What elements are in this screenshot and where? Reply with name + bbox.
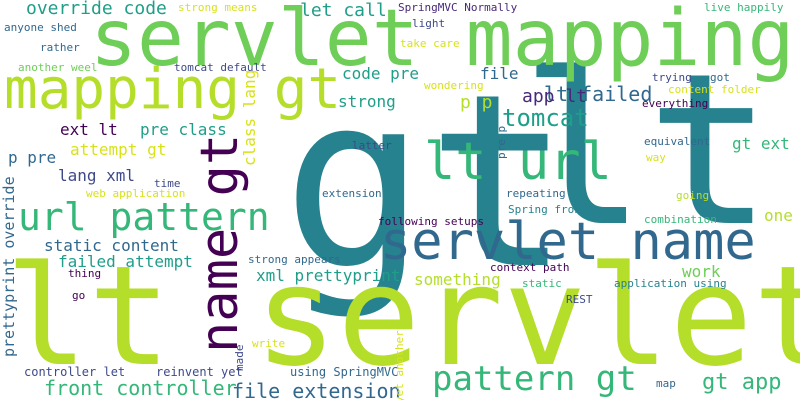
- cloud-word-gt-app: gt app: [702, 370, 782, 395]
- cloud-word-mapping-gt: mapping gt: [4, 57, 342, 122]
- cloud-word-web-application: web application: [86, 187, 186, 200]
- cloud-word-another-weel: another weel: [18, 61, 98, 74]
- cloud-word-app-lt: app lt: [522, 86, 588, 107]
- cloud-word-servlet-name: servlet name: [380, 212, 756, 272]
- cloud-word-reinvent-yet: reinvent yet: [156, 365, 243, 379]
- cloud-word-rather: rather: [40, 41, 80, 54]
- cloud-word-servlet-mapping: servlet mapping: [90, 0, 795, 84]
- cloud-word-file-extension: file extension: [232, 379, 401, 400]
- cloud-word-combination: combination: [644, 213, 717, 226]
- cloud-word-pattern-gt: pattern gt: [432, 359, 637, 399]
- cloud-word-gt-ext: gt ext: [732, 134, 790, 153]
- cloud-word-lang-xml: lang xml: [58, 166, 136, 185]
- cloud-word-yet-another: yet another: [393, 330, 406, 400]
- cloud-word-let-call: let call: [300, 0, 387, 21]
- cloud-word-failed-attempt: failed attempt: [58, 252, 193, 271]
- cloud-word-time: time: [154, 177, 181, 190]
- cloud-word-pre-p: pre p: [495, 125, 508, 159]
- cloud-word-controller-let: controller let: [24, 365, 126, 379]
- cloud-word-rest: REST: [566, 293, 593, 306]
- cloud-word-gt: gt: [282, 42, 571, 322]
- cloud-word-static: static: [522, 277, 562, 290]
- cloud-word-static-content: static content: [44, 236, 179, 255]
- cloud-word-override-code: override code: [26, 0, 167, 19]
- cloud-word-strong-appears: strong appears: [248, 253, 341, 266]
- cloud-word-using-springmvc: using SpringMVC: [290, 365, 399, 379]
- cloud-word-pre-class: pre class: [140, 120, 227, 139]
- cloud-word-tomcat: tomcat: [502, 104, 589, 132]
- cloud-word-extension: extension: [322, 187, 382, 200]
- cloud-word-something: something: [414, 270, 501, 289]
- cloud-word-work: work: [682, 262, 721, 281]
- cloud-word-code-pre: code pre: [342, 64, 420, 83]
- cloud-word-anyone-shed: anyone shed: [4, 21, 77, 34]
- cloud-word-strong-means: strong means: [178, 1, 258, 14]
- cloud-word-write: write: [252, 337, 286, 350]
- cloud-word-prettyprint-override: prettyprint override: [0, 176, 18, 357]
- cloud-word-lt-servlet: lt servlet: [5, 236, 800, 397]
- cloud-word-go: go: [72, 289, 86, 302]
- cloud-word-strong: strong: [338, 92, 396, 111]
- cloud-word-file: file: [480, 64, 519, 83]
- cloud-word-live-happily: live happily: [704, 1, 784, 14]
- cloud-word-wondering: wondering: [424, 79, 484, 92]
- cloud-word-tomcat-default: tomcat default: [174, 61, 267, 74]
- cloud-word-p-p: p p: [460, 92, 493, 113]
- cloud-word-ext-lt: ext lt: [60, 120, 118, 139]
- cloud-word-p-pre: p pre: [8, 148, 57, 167]
- cloud-word-context-path: context path: [490, 261, 570, 274]
- cloud-word-application-using: application using: [614, 277, 727, 290]
- cloud-word-repeating: repeating: [506, 187, 566, 200]
- cloud-word-trying: trying: [652, 71, 692, 84]
- cloud-word-everything: everything: [642, 97, 709, 110]
- cloud-word-thing: thing: [68, 267, 102, 280]
- cloud-word-lt-failed: lt failed: [544, 82, 653, 106]
- cloud-word-lt-url: lt url: [424, 132, 612, 192]
- cloud-word-got: got: [710, 71, 730, 84]
- cloud-word-class-lang: class lang: [240, 69, 259, 166]
- cloud-word-attempt-gt: attempt gt: [70, 140, 167, 159]
- cloud-word-content-folder: content folder: [668, 83, 761, 96]
- cloud-word-going: going: [676, 189, 710, 202]
- cloud-word-way: way: [646, 151, 666, 164]
- cloud-word-spring-front: Spring front: [508, 203, 588, 216]
- cloud-word-latter: latter: [352, 139, 392, 152]
- cloud-word-url-pattern: url pattern: [18, 195, 270, 239]
- cloud-word-springmvc-normally: SpringMVC Normally: [398, 1, 518, 14]
- cloud-word-xml-prettyprint: xml prettyprint: [256, 266, 401, 285]
- cloud-word-equivalent: equivalent: [644, 135, 711, 148]
- cloud-word-light: light: [412, 17, 446, 30]
- cloud-word-one: one: [764, 206, 793, 225]
- cloud-word-lt: lt: [520, 28, 773, 273]
- cloud-word-take-care: take care: [400, 37, 460, 50]
- cloud-word-front-controller: front controller: [44, 376, 237, 400]
- cloud-word-map: map: [656, 377, 676, 390]
- cloud-word-made: made: [233, 344, 246, 372]
- cloud-word-name-gt: name gt: [190, 133, 250, 353]
- cloud-word-following-setups: following setups: [378, 215, 484, 228]
